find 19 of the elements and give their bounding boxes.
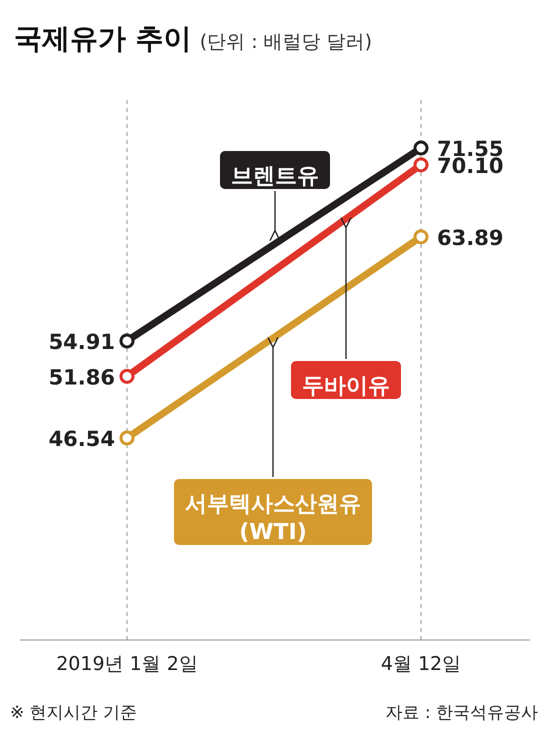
data-label: 46.54 [48, 427, 115, 451]
text: ※ 현지시간 기준 [10, 703, 138, 723]
chart-subtitle: (단위 : 배럴당 달러) [200, 31, 372, 53]
point [414, 140, 428, 156]
x-tick-label: 4월 12일 [380, 653, 462, 675]
point [414, 229, 428, 244]
point [120, 368, 134, 384]
data-label: 63.89 [437, 226, 504, 250]
chart-title: 국제유가 추이 [14, 22, 192, 55]
data-label: 51.86 [48, 365, 115, 390]
data-label: 54.91 [48, 330, 115, 354]
text: 자료 : 한국석유공사 [385, 703, 538, 723]
x-tick-label: 2019년 1월 2일 [56, 653, 198, 675]
point [120, 333, 134, 348]
text: 두바이유 [302, 374, 390, 399]
series-label: 브렌트유 [231, 164, 319, 189]
text: 서부텍사스산원유 (WTI) [185, 492, 361, 545]
point [120, 430, 134, 446]
point [414, 157, 428, 172]
